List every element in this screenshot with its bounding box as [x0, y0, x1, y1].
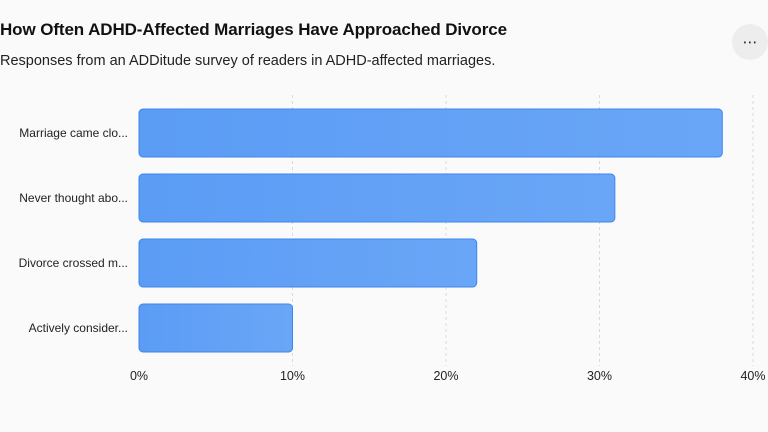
bar [138, 303, 293, 353]
x-tick-label: 30% [587, 369, 612, 383]
x-tick-label: 0% [130, 369, 148, 383]
category-label: Actively consider... [29, 321, 128, 335]
bars [138, 108, 723, 353]
category-label: Marriage came clo... [19, 126, 128, 140]
bar [138, 238, 478, 288]
more-options-button[interactable]: ⋯ [732, 24, 768, 60]
ellipsis-icon: ⋯ [742, 33, 758, 51]
chart-subtitle: Responses from an ADDitude survey of rea… [0, 53, 496, 69]
category-label: Never thought abo... [19, 191, 128, 205]
bar [138, 173, 616, 223]
category-label: Divorce crossed m... [19, 256, 128, 270]
bar [138, 108, 723, 158]
x-tick-label: 40% [740, 369, 765, 383]
x-tick-label: 20% [433, 369, 458, 383]
x-tick-label: 10% [280, 369, 305, 383]
chart-title: How Often ADHD-Affected Marriages Have A… [0, 20, 507, 39]
x-axis-ticks: 0% 10% 20% 30% 40% [130, 369, 766, 383]
category-labels: Marriage came clo... Never thought abo...… [19, 126, 128, 335]
